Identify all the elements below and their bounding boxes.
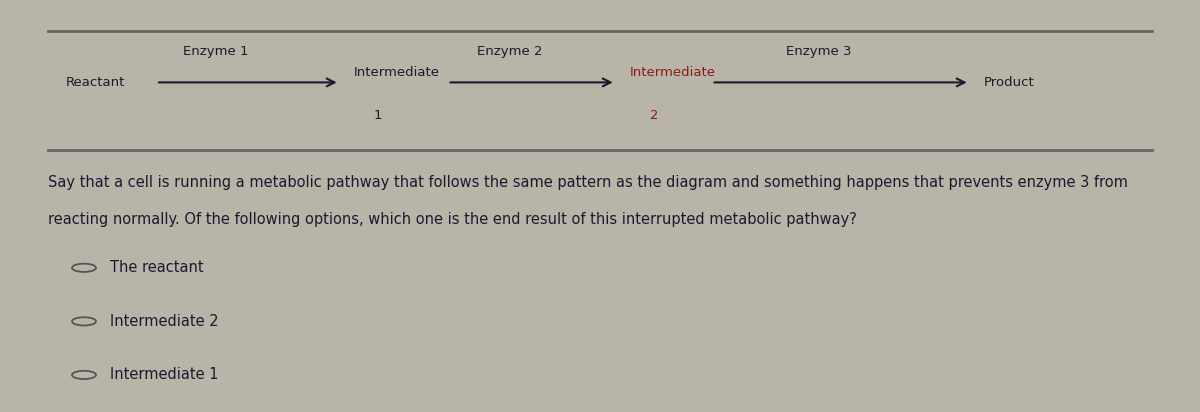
Text: Enzyme 3: Enzyme 3 <box>786 45 852 58</box>
Text: Intermediate: Intermediate <box>630 66 716 79</box>
Text: reacting normally. Of the following options, which one is the end result of this: reacting normally. Of the following opti… <box>48 212 857 227</box>
Text: 1: 1 <box>373 109 383 122</box>
Text: Enzyme 1: Enzyme 1 <box>184 45 248 58</box>
Text: Intermediate 2: Intermediate 2 <box>110 314 220 329</box>
Text: Intermediate: Intermediate <box>354 66 440 79</box>
Text: 2: 2 <box>649 109 659 122</box>
Text: Product: Product <box>984 76 1034 89</box>
Text: Reactant: Reactant <box>66 76 125 89</box>
Text: The reactant: The reactant <box>110 260 204 275</box>
Text: Say that a cell is running a metabolic pathway that follows the same pattern as : Say that a cell is running a metabolic p… <box>48 175 1128 190</box>
Text: Intermediate 1: Intermediate 1 <box>110 368 218 382</box>
Text: Enzyme 2: Enzyme 2 <box>478 45 542 58</box>
